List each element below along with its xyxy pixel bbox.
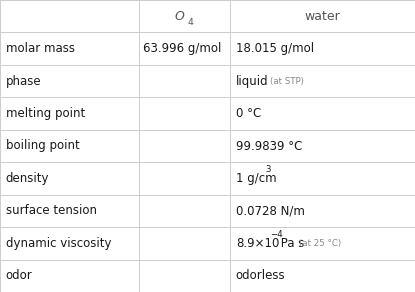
Text: phase: phase bbox=[5, 75, 41, 88]
Text: O: O bbox=[174, 10, 184, 23]
Text: (at 25 °C): (at 25 °C) bbox=[299, 239, 341, 248]
Text: surface tension: surface tension bbox=[5, 204, 97, 217]
Text: 8.9×10: 8.9×10 bbox=[236, 237, 279, 250]
Text: 4: 4 bbox=[187, 18, 193, 27]
Text: 63.996 g/mol: 63.996 g/mol bbox=[143, 42, 221, 55]
Text: dynamic viscosity: dynamic viscosity bbox=[5, 237, 111, 250]
Text: molar mass: molar mass bbox=[5, 42, 75, 55]
Text: −4: −4 bbox=[270, 230, 283, 239]
Text: 99.9839 °C: 99.9839 °C bbox=[236, 140, 302, 152]
Text: (at STP): (at STP) bbox=[270, 77, 304, 86]
Text: 18.015 g/mol: 18.015 g/mol bbox=[236, 42, 314, 55]
Text: odor: odor bbox=[5, 269, 32, 282]
Text: 3: 3 bbox=[266, 165, 271, 174]
Text: liquid: liquid bbox=[236, 75, 269, 88]
Text: water: water bbox=[305, 10, 341, 23]
Text: odorless: odorless bbox=[236, 269, 286, 282]
Text: density: density bbox=[5, 172, 49, 185]
Text: 0.0728 N/m: 0.0728 N/m bbox=[236, 204, 305, 217]
Text: melting point: melting point bbox=[5, 107, 85, 120]
Text: 1 g/cm: 1 g/cm bbox=[236, 172, 276, 185]
Text: Pa s: Pa s bbox=[276, 237, 304, 250]
Text: boiling point: boiling point bbox=[5, 140, 79, 152]
Text: 0 °C: 0 °C bbox=[236, 107, 261, 120]
